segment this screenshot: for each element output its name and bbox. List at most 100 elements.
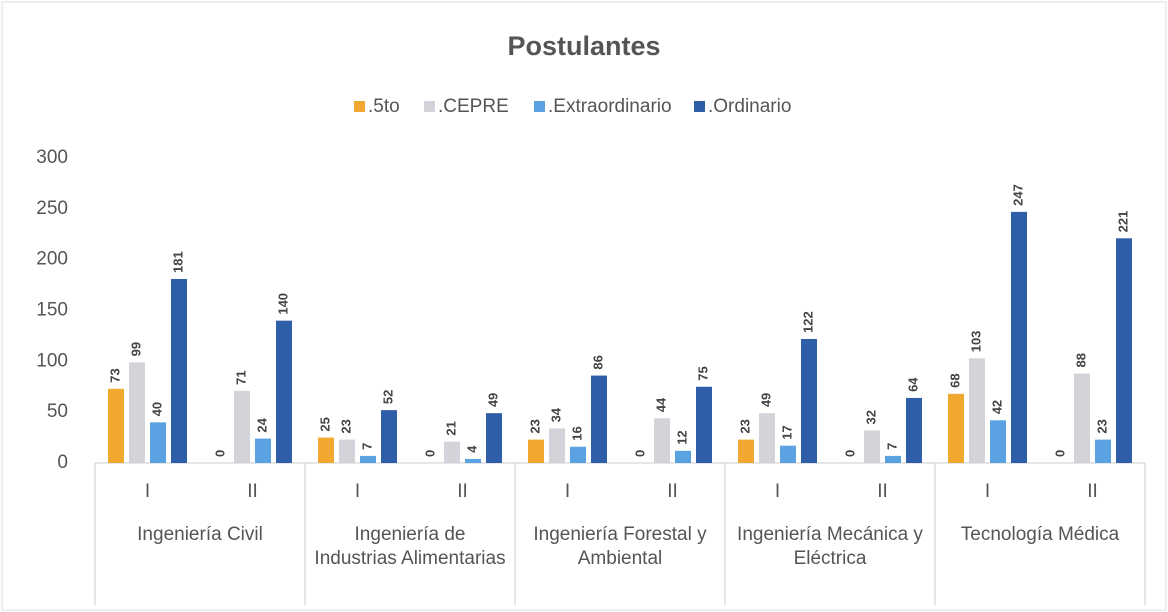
legend-label: .Extraordinario xyxy=(548,96,672,117)
legend-label: .Ordinario xyxy=(708,96,791,117)
data-label: 49 xyxy=(485,393,500,407)
bar xyxy=(864,430,880,463)
legend-swatch xyxy=(534,101,545,112)
data-label: 34 xyxy=(548,407,563,422)
bar xyxy=(318,437,334,463)
data-label: 7 xyxy=(884,443,899,450)
data-label: 0 xyxy=(632,450,647,457)
bar xyxy=(1095,439,1111,463)
data-label: 0 xyxy=(212,450,227,457)
data-label: 221 xyxy=(1115,211,1130,233)
data-label: 42 xyxy=(989,400,1004,414)
bar xyxy=(465,458,481,463)
bar xyxy=(171,278,187,463)
data-label: 7 xyxy=(359,443,374,450)
bar xyxy=(1011,211,1027,463)
bar xyxy=(675,450,691,463)
bar xyxy=(990,420,1006,463)
data-label: 0 xyxy=(842,450,857,457)
y-tick-label: 150 xyxy=(36,300,68,321)
bar xyxy=(444,441,460,463)
legend-label: .CEPRE xyxy=(438,96,509,117)
data-label: 68 xyxy=(947,373,962,387)
data-label: 64 xyxy=(905,377,920,392)
bar xyxy=(654,418,670,463)
legend-swatch xyxy=(424,101,435,112)
data-label: 99 xyxy=(128,342,143,356)
y-tick-label: 250 xyxy=(36,198,68,219)
data-label: 103 xyxy=(968,331,983,353)
data-label: 23 xyxy=(737,419,752,433)
data-label: 24 xyxy=(254,417,269,432)
bar xyxy=(255,438,271,463)
x-tick-label: I xyxy=(775,481,780,502)
bar xyxy=(150,422,166,463)
data-label: 52 xyxy=(380,390,395,404)
data-label: 17 xyxy=(779,425,794,439)
data-label: 49 xyxy=(758,393,773,407)
data-label: 122 xyxy=(800,311,815,333)
data-label: 21 xyxy=(443,421,458,435)
bar xyxy=(948,393,964,463)
group-label: Ingeniería Forestal y Ambiental xyxy=(533,524,707,569)
legend-label: .5to xyxy=(368,96,400,117)
x-tick-label: I xyxy=(355,481,360,502)
x-tick-label: II xyxy=(877,481,888,502)
bar xyxy=(528,439,544,463)
bar xyxy=(339,439,355,463)
data-label: 181 xyxy=(170,251,185,273)
data-label: 12 xyxy=(674,430,689,444)
data-label: 23 xyxy=(338,419,353,433)
x-tick-label: II xyxy=(1087,481,1098,502)
data-label: 44 xyxy=(653,397,668,412)
data-label: 23 xyxy=(1094,419,1109,433)
bar xyxy=(549,428,565,463)
y-tick-label: 200 xyxy=(36,249,68,270)
legend-swatch xyxy=(694,101,705,112)
data-label: 0 xyxy=(422,450,437,457)
bar xyxy=(906,397,922,463)
group-label: Ingeniería Civil xyxy=(137,524,263,545)
bar xyxy=(129,362,145,463)
x-tick-label: II xyxy=(247,481,258,502)
bar xyxy=(759,413,775,463)
x-tick-label: II xyxy=(457,481,468,502)
legend-swatch xyxy=(354,101,365,112)
data-label: 25 xyxy=(317,417,332,431)
group-label: Ingeniería de Industrias Alimentarias xyxy=(314,524,506,569)
bar xyxy=(276,320,292,463)
bar xyxy=(108,388,124,463)
data-label: 71 xyxy=(233,370,248,384)
y-tick-label: 300 xyxy=(36,147,68,168)
data-label: 88 xyxy=(1073,353,1088,367)
bar xyxy=(969,358,985,463)
bar xyxy=(885,455,901,463)
bar xyxy=(1074,373,1090,463)
x-tick-label: II xyxy=(667,481,678,502)
data-label: 4 xyxy=(464,445,479,453)
bar xyxy=(696,386,712,463)
data-label: 32 xyxy=(863,410,878,424)
data-label: 247 xyxy=(1010,184,1025,206)
data-label: 140 xyxy=(275,293,290,315)
group-label: Ingeniería Mecánica y Eléctrica xyxy=(737,524,923,569)
data-label: 0 xyxy=(1052,450,1067,457)
chart-title: Postulantes xyxy=(507,31,660,61)
y-tick-label: 100 xyxy=(36,350,68,371)
x-tick-label: I xyxy=(565,481,570,502)
bar xyxy=(381,410,397,463)
bar xyxy=(360,455,376,463)
data-label: 75 xyxy=(695,366,710,380)
y-tick-label: 0 xyxy=(57,452,68,473)
bar xyxy=(738,439,754,463)
bar xyxy=(1116,238,1132,463)
bar xyxy=(570,446,586,463)
x-tick-label: I xyxy=(145,481,150,502)
bar xyxy=(801,338,817,463)
bar xyxy=(486,413,502,463)
y-tick-label: 50 xyxy=(47,401,68,422)
bar xyxy=(591,375,607,463)
bar xyxy=(234,390,250,463)
